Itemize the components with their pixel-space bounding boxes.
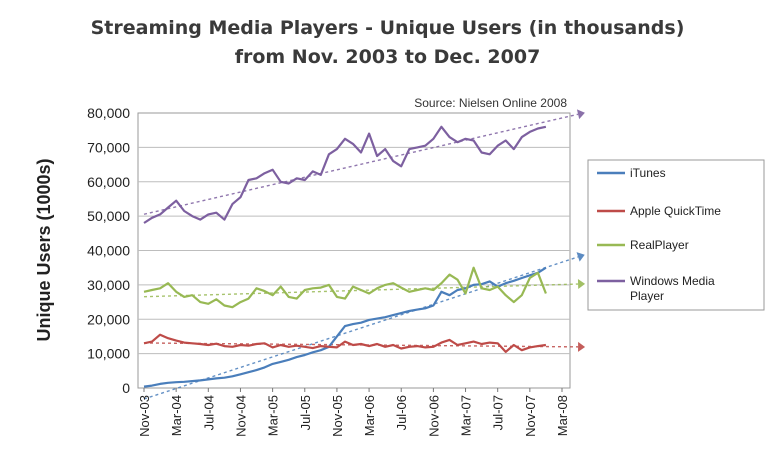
legend-label-itunes: iTunes (630, 166, 666, 180)
y-tick-label: 0 (122, 380, 130, 396)
x-tick-label: Nov-06 (426, 395, 441, 437)
chart-title: Streaming Media Players - Unique Users (… (90, 17, 685, 39)
grid-lines (138, 146, 570, 355)
y-axis-label: Unique Users (1000s) (34, 158, 54, 341)
y-tick-label: 20,000 (87, 311, 130, 327)
x-tick-label: Mar-08 (555, 395, 570, 436)
x-tick-label: Jul-06 (394, 395, 409, 430)
trendline-0 (143, 256, 579, 400)
chart-title-block: Streaming Media Players - Unique Users (… (0, 14, 775, 72)
x-tick-label: Nov-04 (233, 395, 248, 437)
x-tick-label: Mar-07 (459, 395, 474, 436)
legend-label-quicktime: Apple QuickTime (630, 204, 721, 218)
chart-subtitle: from Nov. 2003 to Dec. 2007 (234, 46, 541, 68)
series-line-2 (143, 266, 547, 309)
legend-label-wmp-line1: Windows Media (630, 274, 715, 288)
x-tick-label: Nov-03 (137, 395, 152, 437)
y-tick-label: 60,000 (87, 174, 130, 190)
y-tick-label: 50,000 (87, 208, 130, 224)
trendline-arrow-0 (576, 252, 585, 262)
x-tick-label: Jul-05 (298, 395, 313, 430)
x-tick-label: Jul-07 (491, 395, 506, 430)
x-tick-label: Mar-05 (266, 395, 281, 436)
trendline-arrow-3 (576, 109, 585, 120)
trendline-arrow-1 (578, 341, 586, 352)
x-tick-label: Mar-04 (169, 395, 184, 436)
y-axis: 0 10,000 20,000 30,000 40,000 50,000 60,000 70,… (87, 105, 130, 396)
x-tick-label: Jul-04 (201, 395, 216, 430)
y-tick-label: 10,000 (87, 346, 130, 362)
legend: iTunes Apple QuickTime RealPlayer Window… (587, 159, 765, 311)
x-tick-label: Mar-06 (362, 395, 377, 436)
legend-box (587, 159, 765, 311)
legend-label-wmp-line2: Player (630, 289, 664, 303)
y-tick-label: 30,000 (87, 277, 130, 293)
x-tick-label: Nov-07 (523, 395, 538, 437)
x-axis: Nov-03 Mar-04 Jul-04 Nov-04 Mar-05 Jul-05 Nov-… (137, 388, 570, 437)
series-line-1 (143, 333, 547, 353)
series-lines (143, 125, 547, 388)
legend-label-wmp: Windows Media Player (630, 274, 718, 303)
y-tick-label: 80,000 (87, 105, 130, 121)
x-tick-label: Nov-05 (330, 395, 345, 437)
trendline-3 (143, 113, 579, 215)
y-tick-label: 70,000 (87, 139, 130, 155)
source-note: Source: Nielsen Online 2008 (414, 96, 567, 110)
y-tick-label: 40,000 (87, 243, 130, 259)
legend-label-realplayer: RealPlayer (630, 238, 689, 252)
series-line-3 (143, 125, 547, 224)
trendline-arrow-2 (577, 279, 586, 290)
